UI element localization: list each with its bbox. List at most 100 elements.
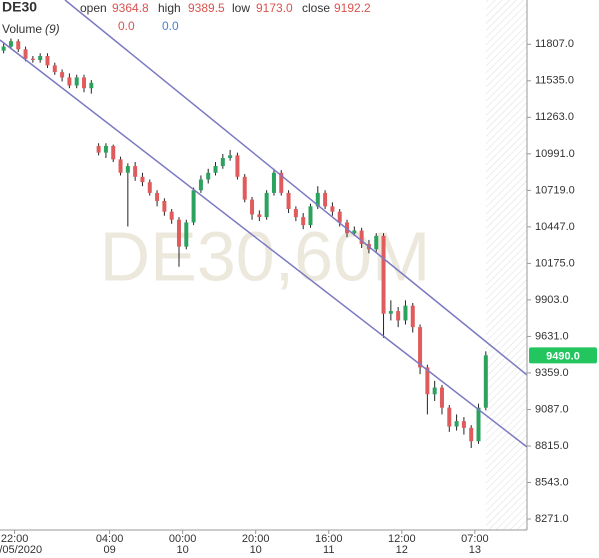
indicator-value: 0.0 <box>118 19 135 33</box>
y-tick-label: 10447.0 <box>535 221 575 233</box>
x-tick-label: 22:00 <box>1 533 29 545</box>
candle-body <box>30 58 35 61</box>
candle-body <box>447 407 452 427</box>
candle-body <box>381 235 386 314</box>
candle-body <box>250 199 255 215</box>
y-tick-label: 10719.0 <box>535 184 575 196</box>
y-tick-label: 8815.0 <box>535 440 569 452</box>
x-tick-date: 03/05/2020 <box>0 544 42 556</box>
x-tick-date: 12 <box>396 544 408 556</box>
candle-body <box>315 192 320 207</box>
channel-upper <box>64 0 528 376</box>
candle-body <box>359 230 364 244</box>
y-tick-label: 9631.0 <box>535 330 569 342</box>
field-value: 9173.0 <box>256 1 293 15</box>
candle-body <box>301 217 306 226</box>
field-label: low <box>232 1 250 15</box>
x-tick-label: 16:00 <box>315 533 343 545</box>
field-label: high <box>158 1 181 15</box>
x-tick-label: 12:00 <box>388 533 416 545</box>
y-tick-label: 10991.0 <box>535 148 575 160</box>
candle-body <box>345 222 350 234</box>
last-price-label: 9490.0 <box>546 350 580 362</box>
candle-body <box>352 230 357 234</box>
candle-body <box>191 190 196 223</box>
last-price-badge <box>529 347 597 364</box>
candle-body <box>89 82 94 89</box>
candle-body <box>286 192 291 210</box>
indicator-name: Volume <box>2 22 42 36</box>
future-area <box>486 0 527 530</box>
channel-lower <box>0 39 528 448</box>
x-tick-label: 20:00 <box>242 533 270 545</box>
field-value: 9389.5 <box>188 1 225 15</box>
candle-body <box>8 41 13 47</box>
candle-body <box>293 209 298 218</box>
candle-body <box>147 182 152 193</box>
candle-body <box>206 172 211 180</box>
y-tick-label: 11535.0 <box>535 75 574 87</box>
candle-body <box>374 235 379 250</box>
candle-body <box>125 166 130 173</box>
x-tick-label: 04:00 <box>96 533 124 545</box>
candle-body <box>308 206 313 226</box>
field-label: close <box>302 1 330 15</box>
y-tick-label: 8543.0 <box>535 476 569 488</box>
candle-body <box>439 387 444 408</box>
candle-body <box>235 155 240 177</box>
candle-body <box>67 77 72 86</box>
y-tick-label: 10175.0 <box>535 257 575 269</box>
candle-body <box>155 192 160 201</box>
candle-body <box>454 421 459 427</box>
candle-body <box>133 166 138 177</box>
candle-body <box>461 421 466 428</box>
candle-body <box>52 65 57 73</box>
candle-body <box>162 200 167 212</box>
indicator-param: (9) <box>45 22 60 36</box>
candle-body <box>242 176 247 200</box>
candle-body <box>16 41 21 50</box>
candle-body <box>96 145 101 153</box>
candle-body <box>279 172 284 193</box>
x-tick-label: 00:00 <box>169 533 197 545</box>
candle-body <box>213 166 218 173</box>
watermark: DE30,60M <box>100 217 431 295</box>
x-tick-date: 09 <box>103 544 115 556</box>
candle-body <box>176 219 181 247</box>
candle-body <box>103 145 108 153</box>
candle-body <box>418 327 423 368</box>
candle-body <box>432 387 437 395</box>
candle-body <box>140 176 145 183</box>
y-tick-label: 9087.0 <box>535 403 569 415</box>
y-tick-label: 9359.0 <box>535 367 569 379</box>
candle-body <box>410 305 415 328</box>
candle-body <box>82 77 87 89</box>
candle-body <box>169 211 174 220</box>
candle-body <box>184 222 189 247</box>
candle-body <box>476 407 481 442</box>
x-tick-date: 11 <box>323 544 334 556</box>
candle-body <box>264 192 269 218</box>
x-tick-date: 10 <box>250 544 262 556</box>
candle-body <box>483 355 488 408</box>
candle-body <box>198 179 203 191</box>
indicator-value: 0.0 <box>162 19 179 33</box>
candle-body <box>111 145 116 160</box>
x-tick-date: 10 <box>177 544 189 556</box>
field-label: open <box>80 1 107 15</box>
candle-body <box>337 211 342 223</box>
candle-body <box>469 427 474 442</box>
y-tick-label: 11263.0 <box>535 111 574 123</box>
candle-body <box>403 305 408 321</box>
candle-body <box>228 155 233 159</box>
candle-body <box>60 72 65 78</box>
x-tick-label: 07:00 <box>461 533 489 545</box>
field-value: 9364.8 <box>112 1 149 15</box>
x-tick-date: 13 <box>469 544 481 556</box>
candle-body <box>396 311 401 321</box>
candle-body <box>257 214 262 218</box>
field-value: 9192.2 <box>334 1 371 15</box>
candle-body <box>271 172 276 193</box>
candle-body <box>425 367 430 395</box>
